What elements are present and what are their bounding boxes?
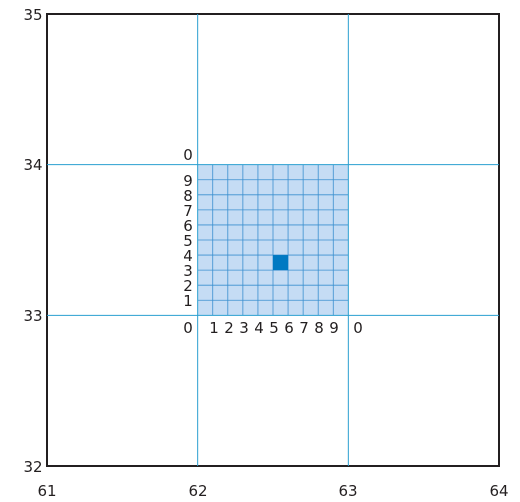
x-tick-labels: 61 62 63 64 [37,482,508,500]
inner-x-label: 0 [183,319,193,337]
x-tick-label: 61 [37,482,56,500]
inner-x-label: 3 [239,319,249,337]
highlighted-cell [273,255,289,271]
inner-x-label: 8 [314,319,324,337]
inner-y-label: 4 [183,247,193,265]
inner-y-label: 9 [183,172,193,190]
inner-x-label: 4 [254,319,264,337]
inner-y-label: 0 [183,146,193,164]
inner-x-label: 5 [269,319,279,337]
inner-y-label: 1 [183,292,193,310]
inner-y-label: 5 [183,232,193,250]
y-tick-label: 35 [23,6,42,24]
inner-x-label: 9 [329,319,339,337]
inner-x-label: 0 [353,319,363,337]
inner-y-label: 6 [183,217,193,235]
y-tick-labels: 32 33 34 35 [23,6,42,476]
inner-y-labels: 0 1 2 3 4 5 6 7 8 9 0 [183,146,193,310]
inner-x-label: 7 [299,319,309,337]
inner-y-label: 2 [183,277,193,295]
major-grid-lines [47,14,499,466]
inner-x-label: 6 [284,319,294,337]
x-tick-label: 64 [489,482,508,500]
inner-y-label: 8 [183,187,193,205]
inner-y-label: 7 [183,202,193,220]
x-tick-label: 62 [188,482,207,500]
y-tick-label: 32 [23,458,42,476]
inner-x-label: 1 [209,319,219,337]
outer-frame [46,13,500,467]
subgrid [197,164,349,316]
inner-y-label: 3 [183,262,193,280]
x-tick-label: 63 [338,482,357,500]
inner-x-labels: 0 1 2 3 4 5 6 7 8 9 0 [183,319,363,337]
y-tick-label: 33 [23,307,42,325]
y-tick-label: 34 [23,156,42,174]
inner-x-label: 2 [224,319,234,337]
